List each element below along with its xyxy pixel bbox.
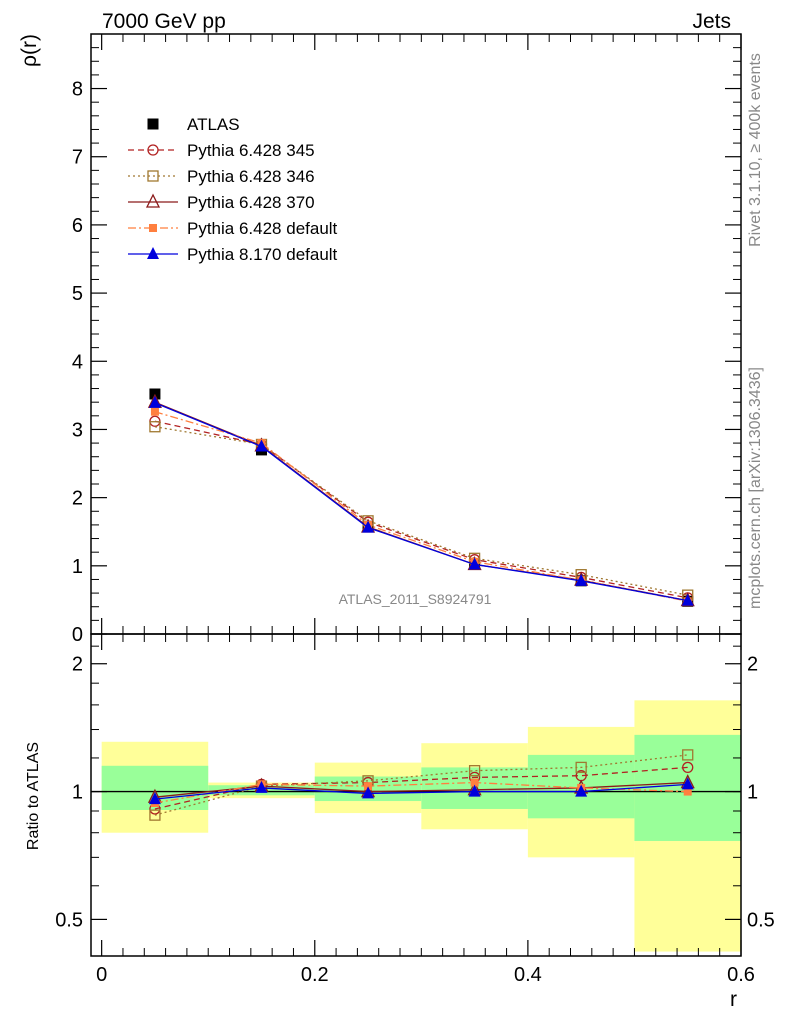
legend-label-2: Pythia 6.428 346 [187, 167, 315, 186]
legend-marker-3 [145, 193, 161, 208]
legend-label-5: Pythia 8.170 default [187, 245, 338, 264]
ratio-series-4-line [154, 783, 688, 800]
rivet-label: Rivet 3.1.10, ≥ 400k events [747, 53, 764, 247]
legend-marker-1 [147, 144, 159, 156]
legend-label-4: Pythia 6.428 default [187, 219, 338, 238]
legend-marker-5 [147, 247, 159, 259]
legend-label-1: Pythia 6.428 345 [187, 141, 315, 160]
ratio-series-2-line [154, 781, 688, 798]
main-y-tick-label-3: 3 [72, 419, 83, 441]
x-tick-label-1: 0.2 [301, 964, 329, 986]
main-y-tick-label-7: 7 [72, 147, 83, 169]
main-y-tick-label-4: 4 [72, 351, 83, 373]
ratio-series-1-point-3 [468, 765, 481, 777]
main-series-5-point-3 [468, 557, 481, 570]
legend-marker-4 [149, 224, 157, 232]
ratio-series-0-point-5 [682, 761, 694, 774]
ratio-series-1-point-0 [149, 809, 161, 821]
main-series-4-point-0 [150, 407, 159, 416]
main-series-1-line [154, 420, 688, 599]
x-tick-label-3: 0.6 [727, 964, 755, 986]
main-y-tick-label-1: 1 [72, 556, 83, 578]
main-series-5-point-4 [575, 573, 588, 586]
ratio-series-1-line [154, 754, 688, 816]
ratio-series-4-point-2 [362, 786, 375, 799]
legend-marker-2 [147, 170, 159, 182]
ratio-series-4-point-0 [148, 792, 161, 805]
ratio-y-tick-label-1: 1 [72, 782, 83, 804]
ratio-series-4-point-4 [575, 784, 588, 797]
main-y-axis-title: ρ(r) [18, 34, 41, 67]
ratio-series-3-point-2 [364, 782, 373, 791]
main-series-5-point-2 [362, 520, 375, 533]
ratio-series-3-point-3 [470, 778, 479, 787]
ratio-plot-frame [90, 633, 742, 957]
ratio-y-tick-label-right-0: 0.5 [747, 909, 775, 931]
main-y-tick-label-8: 8 [72, 79, 83, 101]
main-series-5-point-0 [148, 395, 161, 408]
ratio-series-1-point-5 [682, 749, 694, 761]
analysis-label: ATLAS_2011_S8924791 [339, 591, 492, 607]
main-y-tick-label-2: 2 [72, 488, 83, 510]
main-series-5-line [154, 402, 688, 602]
ratio-y-tick-label-2: 2 [72, 654, 83, 676]
legend-label-3: Pythia 6.428 370 [187, 193, 315, 212]
energy-label: 7000 GeV pp [102, 10, 226, 33]
ratio-series-3-point-5 [683, 787, 692, 796]
process-label: Jets [692, 10, 731, 33]
ratio-series-1-point-4 [575, 761, 587, 774]
main-series-2-line [154, 426, 688, 596]
ratio-series-4-point-3 [468, 784, 481, 797]
ratio-series-4-point-5 [681, 777, 694, 790]
main-y-tick-label-5: 5 [72, 283, 83, 305]
ratio-y-tick-label-right-2: 2 [747, 654, 758, 676]
legend-label-0: ATLAS [187, 115, 240, 134]
main-series-2-point-0 [149, 421, 161, 433]
ratio-y-tick-label-right-1: 1 [747, 782, 758, 804]
site-label: mcplots.cern.ch [arXiv:1306.3436] [747, 367, 764, 609]
ratio-series-4-point-1 [255, 780, 268, 793]
main-series-3-line [154, 401, 688, 602]
main-y-tick-label-6: 6 [72, 215, 83, 237]
ratio-y-tick-label-0: 0.5 [55, 909, 83, 931]
main-y-tick-label-0: 0 [72, 624, 83, 646]
ratio-series-3-line [154, 781, 688, 804]
ratio-y-axis-title: Ratio to ATLAS [25, 742, 42, 850]
x-tick-label-2: 0.4 [514, 964, 542, 986]
x-axis-title: r [730, 988, 737, 1011]
x-tick-label-0: 0 [96, 964, 107, 986]
legend-marker-0 [147, 118, 159, 130]
main-series-5-point-5 [681, 593, 694, 606]
main-series-5-point-1 [255, 439, 268, 452]
